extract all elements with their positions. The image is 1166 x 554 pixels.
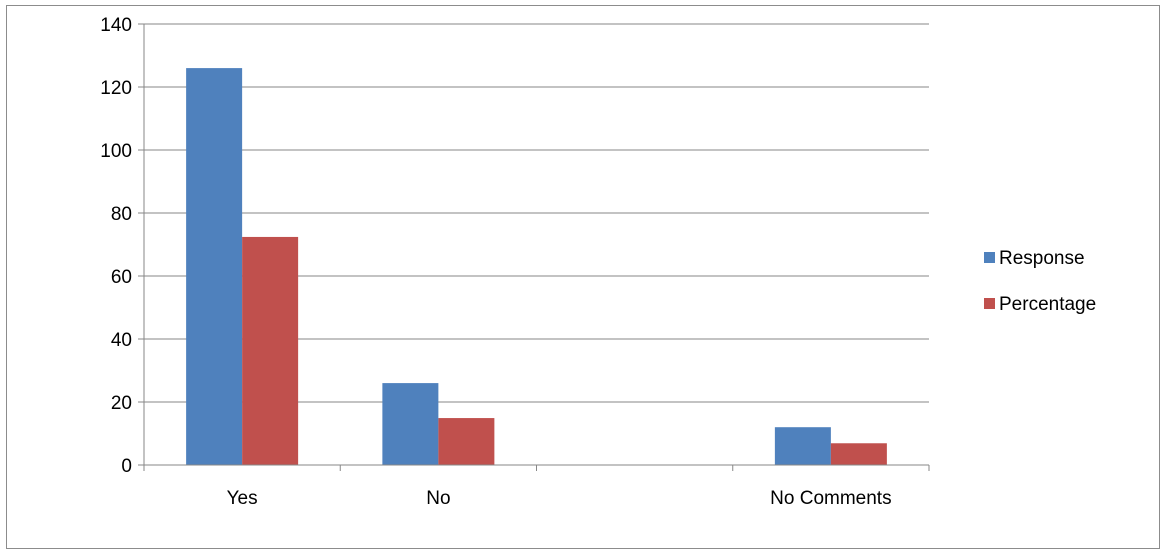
bar-percentage <box>830 443 887 465</box>
y-tick-label: 100 <box>100 141 132 162</box>
legend-label: Percentage <box>999 294 1096 315</box>
y-tick-label: 60 <box>111 267 132 288</box>
bar-response <box>774 427 831 465</box>
axes <box>138 23 930 471</box>
legend-swatch-response <box>984 252 995 263</box>
chart-area: 0 20 40 60 80 100 120 140 Yes No No Comments Respo… <box>6 5 1160 549</box>
y-tick-label: 20 <box>111 393 132 414</box>
y-tick-label: 0 <box>121 456 132 477</box>
y-tick-label: 120 <box>100 78 132 99</box>
x-tick-label: No <box>426 488 450 509</box>
x-tick-label: Yes <box>227 488 258 509</box>
x-tick-label: No Comments <box>770 488 891 509</box>
bar-chart: 0 20 40 60 80 100 120 140 Yes No No Comments Respo… <box>100 15 1096 509</box>
bars <box>186 68 887 465</box>
y-tick-label: 40 <box>111 330 132 351</box>
legend-label: Response <box>999 248 1085 269</box>
legend: Response Percentage <box>984 248 1096 315</box>
bar-percentage <box>242 236 299 465</box>
bar-response <box>186 68 243 465</box>
y-tick-label: 80 <box>111 204 132 225</box>
legend-swatch-percentage <box>984 298 995 309</box>
bar-response <box>382 383 439 465</box>
tick-labels: 0 20 40 60 80 100 120 140 Yes No No Comments <box>100 15 891 509</box>
y-tick-label: 140 <box>100 15 132 36</box>
bar-percentage <box>438 418 495 465</box>
